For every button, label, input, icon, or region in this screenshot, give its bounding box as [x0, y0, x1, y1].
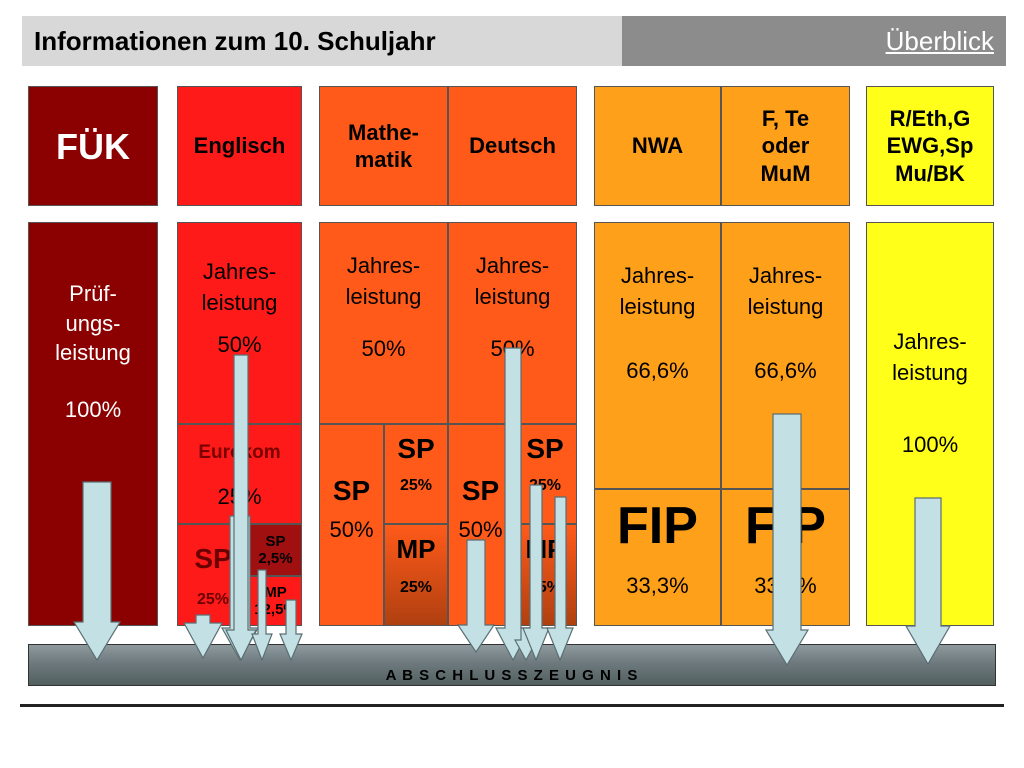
- overview-link[interactable]: Überblick: [885, 25, 994, 56]
- nwa-jahr-text: Jahres- leistung: [619, 263, 696, 319]
- nwa-jahr-percent: 66,6%: [626, 357, 689, 383]
- arrow-englisch-sp-small-icon: [251, 569, 273, 662]
- englisch-jahr-percent: 50%: [217, 331, 262, 357]
- arrow-mathe-jahr-icon: [495, 347, 531, 662]
- fte-jahr-percent: 66,6%: [754, 357, 817, 383]
- englisch-sp-label: SP: [194, 543, 232, 574]
- deutsch-sp-big-percent: 50%: [458, 517, 503, 542]
- mathe-jahr-percent: 50%: [361, 335, 406, 361]
- fuek-text: Prüf- ungs- leistung: [55, 281, 131, 366]
- arrow-fte-jahr-icon: [764, 413, 810, 667]
- arrow-reth-icon: [904, 497, 952, 666]
- mathe-sp-label: SP: [397, 433, 435, 464]
- arrow-fuek-icon: [72, 481, 122, 662]
- englisch-sp-percent: 25%: [196, 591, 230, 608]
- subject-header-fuek: FÜK: [28, 86, 158, 206]
- nwa-fip-percent: 33,3%: [626, 573, 689, 598]
- mathe-sp-big-percent: 50%: [329, 517, 374, 542]
- mathe-sp: SP 25%: [384, 424, 448, 524]
- subject-header-deutsch: Deutsch: [448, 86, 577, 206]
- subject-header-mathe: Mathe- matik: [319, 86, 448, 206]
- arrow-englisch-sp-icon: [182, 614, 224, 660]
- arrow-englisch-jahr-icon: [225, 354, 257, 662]
- subject-header-nwa: NWA: [594, 86, 721, 206]
- mathe-sp-percent: 25%: [399, 477, 433, 494]
- deutsch-jahr-text: Jahres- leistung: [474, 253, 551, 309]
- abschlusszeugnis-label: A B S C H L U S S Z E U G N I S: [385, 667, 639, 684]
- mathe-mp-percent: 25%: [399, 578, 433, 596]
- subject-header-reth: R/Eth,G EWG,Sp Mu/BK: [866, 86, 994, 206]
- mathe-jahr-text: Jahres- leistung: [345, 253, 422, 309]
- englisch-sp-small: SP 2,5%: [249, 524, 302, 576]
- mathe-mp-label: MP: [396, 534, 436, 564]
- nwa-jahresleistung: Jahres- leistung 66,6%: [594, 222, 721, 489]
- arrow-mathe-sp-big-icon: [456, 539, 496, 654]
- subject-header-fte: F, Te oder MuM: [721, 86, 850, 206]
- divider-line: [20, 704, 1004, 707]
- mathe-jahresleistung: Jahres- leistung 50%: [319, 222, 448, 424]
- englisch-jahr-text: Jahres- leistung: [201, 259, 278, 315]
- nwa-fip: FIP 33,3%: [594, 489, 721, 626]
- title-bar: Informationen zum 10. Schuljahr: [22, 16, 622, 66]
- arrow-deutsch-sp-icon: [546, 496, 574, 662]
- arrow-englisch-mp-small-icon: [279, 599, 303, 662]
- arrow-mathe-sp-icon: [522, 484, 550, 662]
- fte-jahr-text: Jahres- leistung: [747, 263, 824, 319]
- subject-header-englisch: Englisch: [177, 86, 302, 206]
- mathe-sp-big: SP 50%: [319, 424, 384, 626]
- nwa-fip-label: FIP: [617, 497, 698, 555]
- deutsch-sp-big-label: SP: [461, 475, 500, 506]
- reth-jahr-text: Jahres- leistung: [892, 329, 968, 385]
- englisch-sp-small-label: SP 2,5%: [258, 532, 293, 567]
- mathe-mp: MP 25%: [384, 524, 448, 626]
- fuek-percent: 100%: [64, 397, 122, 423]
- mathe-sp-big-label: SP: [332, 475, 371, 506]
- page-title: Informationen zum 10. Schuljahr: [34, 25, 436, 56]
- deutsch-sp-label: SP: [526, 433, 564, 464]
- reth-jahr-percent: 100%: [901, 431, 959, 457]
- overview-link-bar: Überblick: [622, 16, 1006, 66]
